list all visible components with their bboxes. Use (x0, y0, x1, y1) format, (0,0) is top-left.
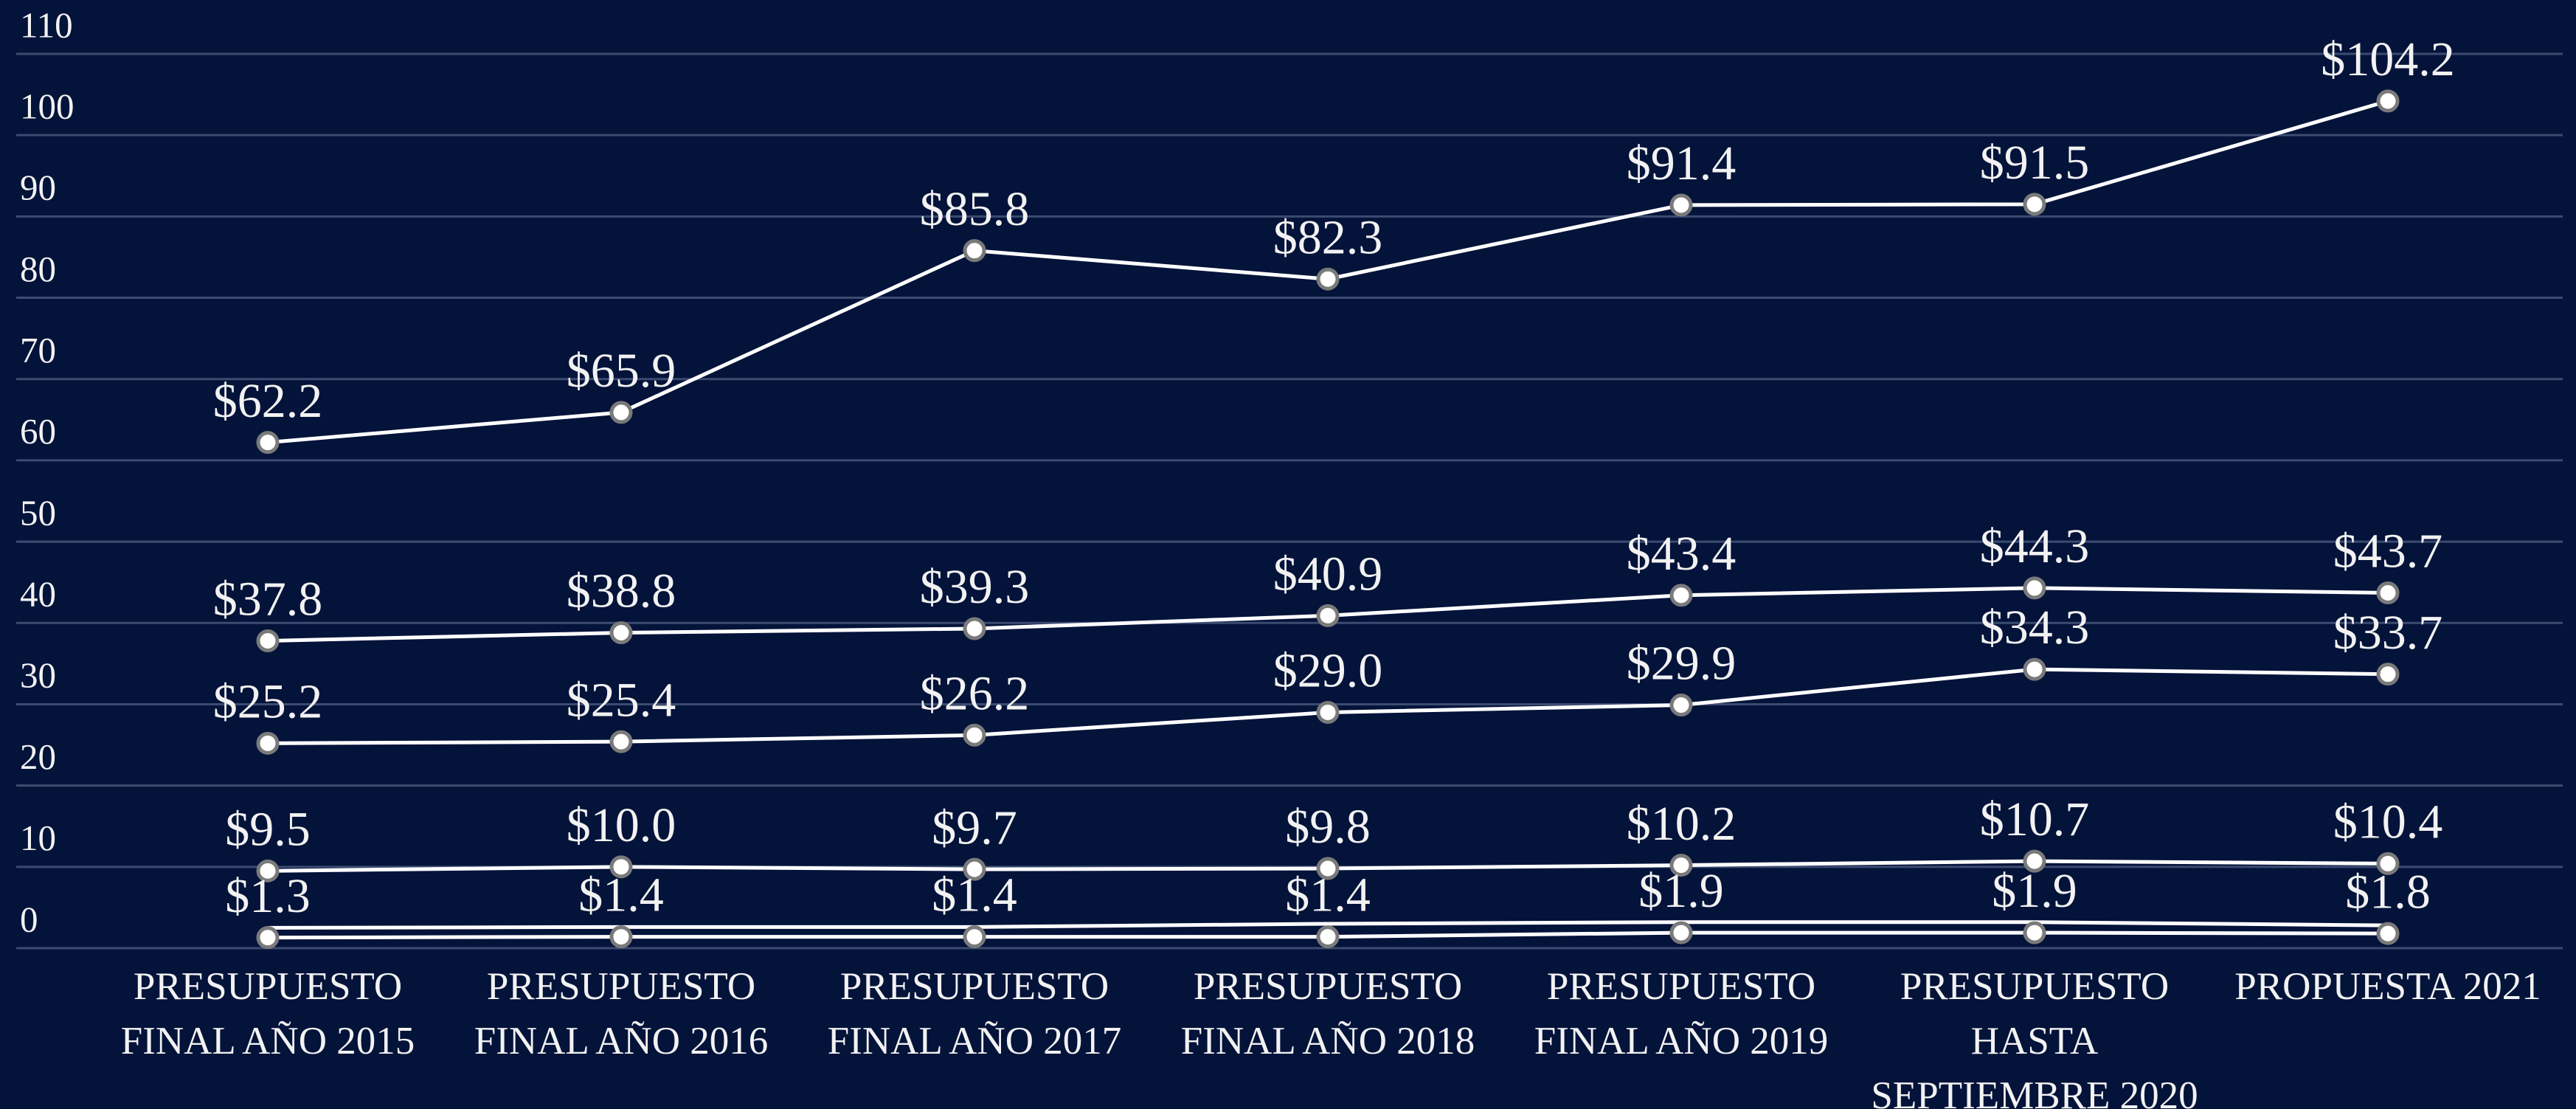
data-label: $91.5 (1980, 136, 2090, 190)
data-point (2023, 921, 2046, 944)
data-point (1316, 267, 1340, 291)
data-label: $1.4 (1285, 868, 1371, 922)
y-tick-label: 110 (20, 4, 73, 45)
data-label: $34.3 (1980, 601, 2090, 654)
data-label: $9.8 (1285, 800, 1371, 854)
data-label: $9.7 (932, 801, 1017, 854)
data-label: $29.9 (1627, 637, 1737, 691)
y-tick-label: 40 (20, 574, 56, 615)
data-label: $65.9 (567, 344, 676, 398)
data-point (256, 629, 280, 653)
data-label: $25.4 (567, 673, 676, 727)
data-label: $1.9 (1638, 864, 1724, 918)
data-point (1316, 700, 1340, 724)
y-tick-label: 30 (20, 655, 56, 696)
data-label: $1.4 (578, 868, 664, 922)
x-tick-label: PRESUPUESTO FINAL AÑO 2018 (1180, 965, 1475, 1063)
data-label: $29.0 (1273, 644, 1383, 698)
data-point (609, 621, 633, 644)
x-tick-label: PRESUPUESTO HASTA SEPTIEMBRE 2020 (1871, 965, 2198, 1109)
data-point (2023, 576, 2046, 600)
x-tick-label: PROPUESTA 2021 (2234, 965, 2541, 1008)
data-label: $1.9 (1992, 864, 2077, 918)
data-label: $43.7 (2333, 525, 2443, 578)
y-tick-label: 60 (20, 411, 56, 452)
x-tick-label: PRESUPUESTO FINAL AÑO 2019 (1534, 965, 1829, 1063)
y-tick-label: 90 (20, 167, 56, 208)
data-point (1316, 604, 1340, 627)
y-tick-label: 100 (20, 86, 75, 126)
y-tick-label: 20 (20, 736, 56, 777)
y-tick-label: 50 (20, 492, 56, 533)
data-label: $82.3 (1273, 210, 1383, 264)
data-label: $37.8 (213, 573, 323, 626)
data-point (256, 926, 280, 950)
data-label: $26.2 (920, 666, 1030, 720)
data-point (609, 925, 633, 949)
data-point (256, 859, 280, 882)
y-tick-label: 0 (20, 899, 38, 939)
y-tick-label: 80 (20, 249, 56, 289)
data-point (256, 431, 280, 455)
data-point (2023, 657, 2046, 681)
data-point (2376, 851, 2400, 875)
x-tick-label: PRESUPUESTO FINAL AÑO 2017 (827, 965, 1122, 1063)
data-label: $62.2 (213, 374, 323, 428)
data-point (963, 617, 986, 640)
data-point (963, 239, 986, 263)
data-label: $10.4 (2333, 795, 2443, 849)
data-label: $91.4 (1627, 137, 1737, 190)
data-point (2376, 581, 2400, 605)
data-label: $33.7 (2333, 606, 2443, 660)
data-label: $39.3 (920, 560, 1030, 614)
data-point (2376, 922, 2400, 945)
data-label: $85.8 (920, 182, 1030, 236)
data-label: $10.7 (1980, 792, 2090, 846)
data-point (1669, 854, 1693, 877)
data-point (609, 401, 633, 424)
y-tick-label: 70 (20, 330, 56, 370)
data-point (1316, 857, 1340, 880)
data-point (609, 855, 633, 879)
data-label: $9.5 (225, 802, 311, 856)
data-point (256, 731, 280, 755)
y-tick-label: 10 (20, 818, 56, 858)
data-point (1669, 584, 1693, 607)
data-label: $10.0 (567, 798, 676, 852)
data-label: $1.3 (225, 869, 311, 923)
data-point (2023, 849, 2046, 873)
data-point (963, 857, 986, 881)
data-label: $38.8 (567, 564, 676, 618)
data-label: $104.2 (2321, 32, 2455, 86)
data-point (1669, 921, 1693, 944)
data-label: $44.3 (1980, 519, 2090, 573)
data-label: $40.9 (1273, 547, 1383, 601)
data-label: $43.4 (1627, 527, 1737, 581)
data-label: $1.8 (2345, 865, 2431, 919)
x-tick-label: PRESUPUESTO FINAL AÑO 2015 (120, 965, 415, 1063)
data-point (2376, 89, 2400, 113)
data-label: $25.2 (213, 674, 323, 728)
data-point (2023, 193, 2046, 216)
data-point (963, 925, 986, 949)
data-point (1316, 925, 1340, 949)
data-point (1669, 193, 1693, 217)
data-point (963, 723, 986, 747)
x-tick-label: PRESUPUESTO FINAL AÑO 2016 (474, 965, 769, 1063)
data-point (1669, 694, 1693, 717)
data-point (2376, 663, 2400, 686)
data-label: $1.4 (932, 868, 1017, 922)
data-label: $10.2 (1627, 797, 1737, 851)
data-point (609, 730, 633, 753)
